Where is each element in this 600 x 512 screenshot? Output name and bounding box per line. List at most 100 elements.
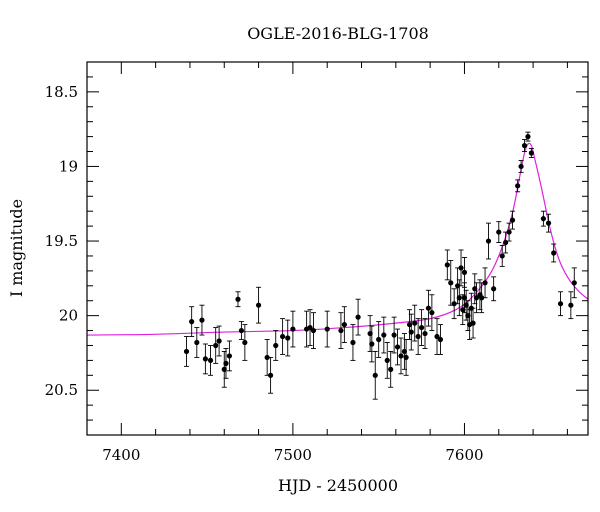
y-tick-label: 20.5 <box>45 381 78 399</box>
point-marker <box>518 163 524 170</box>
point-marker <box>437 336 444 343</box>
data-point <box>571 267 577 299</box>
data-point <box>226 340 233 372</box>
point-marker <box>213 342 219 349</box>
point-marker <box>540 216 546 222</box>
x-tick-label: 7500 <box>274 446 312 464</box>
data-point <box>216 325 222 357</box>
point-marker <box>506 229 512 235</box>
point-marker <box>557 301 564 307</box>
data-point <box>518 160 524 173</box>
data-point <box>213 327 219 364</box>
point-marker <box>418 324 425 331</box>
data-point <box>403 339 409 376</box>
point-marker <box>415 333 421 340</box>
point-marker <box>425 305 432 311</box>
point-marker <box>461 269 468 275</box>
point-marker <box>403 354 409 361</box>
point-marker <box>398 353 404 359</box>
data-point <box>470 307 476 339</box>
point-marker <box>499 253 505 259</box>
data-point <box>394 328 401 366</box>
data-point <box>391 316 397 354</box>
point-marker <box>521 142 528 149</box>
data-point <box>285 319 291 357</box>
data-point <box>189 306 195 337</box>
point-marker <box>238 327 245 334</box>
data-point <box>434 318 440 355</box>
point-marker <box>242 339 248 346</box>
data-point <box>473 282 480 314</box>
point-marker <box>372 372 378 378</box>
axis-ticks <box>86 61 588 436</box>
data-point <box>540 210 546 227</box>
point-marker <box>264 354 270 361</box>
data-point <box>444 249 450 281</box>
data-point <box>199 304 205 336</box>
data-point <box>290 310 296 348</box>
y-tick-labels: 18.5 19 19.5 20 20.5 <box>45 83 78 399</box>
x-axis-label: HJD - 2450000 <box>278 476 398 495</box>
data-point <box>525 131 531 142</box>
data-point <box>437 324 444 355</box>
data-point <box>242 324 248 361</box>
data-point <box>267 356 274 394</box>
chart-title: OGLE-2016-BLG-1708 <box>247 24 429 43</box>
y-tick-label: 18.5 <box>45 83 78 101</box>
data-point <box>545 213 552 233</box>
data-point <box>415 318 421 355</box>
point-marker <box>226 353 233 359</box>
data-point <box>509 210 516 230</box>
point-marker <box>525 134 531 140</box>
data-point <box>384 342 390 379</box>
point-marker <box>235 296 241 302</box>
point-marker <box>456 295 462 301</box>
model-curve <box>86 142 589 336</box>
point-marker <box>444 262 450 268</box>
data-point <box>528 148 534 158</box>
point-marker <box>470 320 476 326</box>
point-marker <box>194 339 200 346</box>
data-point <box>503 231 509 254</box>
point-marker <box>388 366 394 372</box>
data-point <box>451 288 457 320</box>
point-marker <box>310 327 317 334</box>
point-marker <box>509 217 516 223</box>
y-tick-label: 20 <box>59 307 78 325</box>
point-marker <box>491 286 497 292</box>
point-marker <box>482 280 488 286</box>
data-point <box>279 318 286 355</box>
data-points <box>183 131 577 400</box>
data-point <box>568 291 574 320</box>
data-point <box>194 327 200 358</box>
data-point <box>506 222 512 242</box>
point-marker <box>381 332 387 338</box>
point-marker <box>223 360 229 366</box>
data-point <box>408 313 414 351</box>
y-tick-label: 19.5 <box>45 232 78 250</box>
point-marker <box>568 302 574 308</box>
point-marker <box>338 327 344 334</box>
data-point <box>418 309 425 346</box>
point-marker <box>528 150 534 156</box>
point-marker <box>551 250 557 256</box>
point-marker <box>350 339 356 346</box>
data-point <box>223 348 229 379</box>
point-marker <box>376 336 382 343</box>
data-point <box>235 291 241 308</box>
point-marker <box>369 341 375 347</box>
data-point <box>412 304 418 342</box>
data-point <box>557 291 564 317</box>
data-point <box>551 243 557 263</box>
point-marker <box>341 321 347 328</box>
point-marker <box>412 320 418 326</box>
point-marker <box>285 335 291 341</box>
point-marker <box>202 356 208 362</box>
data-point <box>307 309 313 346</box>
data-point <box>207 345 214 376</box>
y-tick-label: 19 <box>59 157 78 175</box>
point-marker <box>422 330 428 337</box>
point-marker <box>267 372 274 378</box>
data-point <box>381 316 387 354</box>
point-marker <box>515 183 521 189</box>
